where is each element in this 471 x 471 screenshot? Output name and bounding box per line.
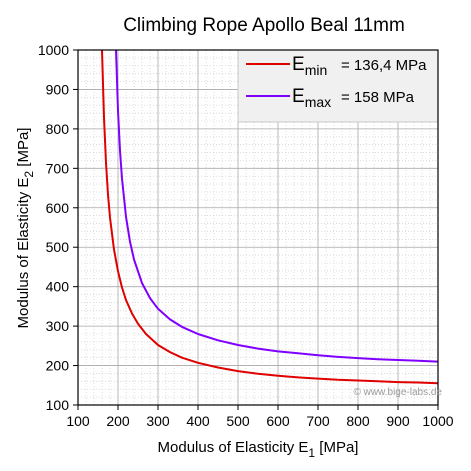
plot-frame (77, 49, 439, 406)
legend: Emin = 136,4 MPa Emax = 158 MPa (237, 49, 439, 123)
legend-emin-value: = 136,4 MPa (341, 57, 427, 74)
y-axis-label-unit: [MPa] (15, 128, 32, 171)
axis-ticks (73, 49, 439, 410)
legend-label-emax: Emax = 158 MPa (292, 86, 415, 110)
y-tick-label: 300 (46, 318, 70, 334)
y-tick-label: 700 (46, 160, 70, 176)
legend-emax-symbol: E (292, 86, 305, 107)
x-tick-label: 300 (146, 413, 170, 429)
y-axis-label-base: Modulus of Elasticity E (15, 178, 32, 329)
y-axis-label: Modulus of Elasticity E2 [MPa] (15, 128, 36, 329)
y-tick-label: 500 (46, 239, 70, 255)
y-tick-labels: 100 200 300 400 500 600 700 800 900 1000 (38, 42, 69, 413)
legend-emin-symbol: E (292, 54, 305, 75)
x-axis-label: Modulus of Elasticity E1 [MPa] (158, 439, 359, 460)
series-layer (101, 49, 439, 385)
x-tick-label: 400 (186, 413, 210, 429)
chart-title: Climbing Rope Apollo Beal 11mm (123, 15, 405, 36)
x-axis-label-unit: [MPa] (315, 439, 358, 456)
legend-label-emin: Emin = 136,4 MPa (292, 54, 427, 78)
y-tick-label: 100 (46, 397, 70, 413)
minor-grid (78, 50, 438, 405)
x-tick-label: 200 (106, 413, 130, 429)
x-tick-label: 500 (226, 413, 250, 429)
x-tick-labels: 100 200 300 400 500 600 700 800 900 1000 (66, 413, 453, 429)
y-tick-label: 1000 (38, 42, 69, 58)
x-tick-label: 1000 (422, 413, 453, 429)
y-tick-label: 400 (46, 279, 70, 295)
x-tick-label: 100 (66, 413, 90, 429)
legend-emax-value: = 158 MPa (341, 89, 415, 106)
credit-text: © www.bige-labs.de (353, 387, 442, 398)
x-tick-label: 600 (266, 413, 290, 429)
y-tick-label: 900 (46, 81, 70, 97)
x-tick-label: 800 (346, 413, 370, 429)
legend-emax-subscript: max (305, 94, 331, 110)
legend-emin-subscript: min (305, 62, 328, 78)
x-axis-label-sub: 1 (308, 446, 315, 460)
y-tick-label: 800 (46, 121, 70, 137)
x-axis-label-base: Modulus of Elasticity E (158, 439, 309, 456)
x-tick-label: 700 (306, 413, 330, 429)
y-tick-label: 600 (46, 200, 70, 216)
y-axis-label-sub: 2 (22, 171, 36, 178)
y-tick-label: 200 (46, 358, 70, 374)
series-line-e-max (115, 49, 439, 363)
x-tick-label: 900 (386, 413, 410, 429)
series-line-e-min (101, 49, 439, 385)
